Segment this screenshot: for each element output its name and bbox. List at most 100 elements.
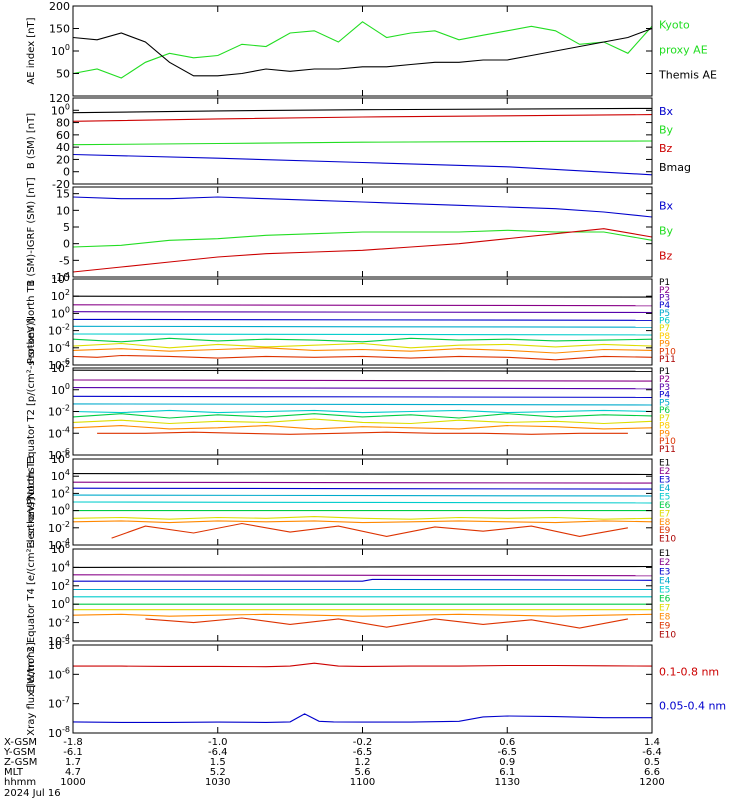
- legend-item: Bmag: [659, 161, 691, 174]
- legend-item: P2: [659, 375, 670, 385]
- legend-item: E6: [659, 501, 671, 511]
- legend-item: E10: [659, 630, 676, 640]
- legend-item: Themis AE: [658, 69, 717, 82]
- legend-item: E9: [659, 621, 671, 631]
- legend-item: E5: [659, 585, 670, 595]
- tick-base: 10: [51, 362, 65, 375]
- legend-item: P1: [659, 367, 670, 377]
- series-e1: [72, 473, 653, 476]
- y-tick-label: 10-4: [48, 537, 70, 552]
- legend-item: E2: [659, 558, 670, 568]
- series-p7: [72, 337, 653, 343]
- panel-1: 50 100 150 200 AE index [nT] Kyoto proxy AE The…: [26, 0, 717, 97]
- tick-exponent: -2: [62, 323, 70, 332]
- tick-exponent: 0: [65, 596, 70, 605]
- series-e9: [145, 617, 629, 629]
- tick-exponent: 0: [65, 382, 70, 391]
- legend-item: P8: [659, 422, 670, 432]
- series-e2: [72, 481, 653, 484]
- legend-item: P7: [659, 414, 670, 424]
- y-tick-label: 100: [51, 382, 70, 397]
- legend-item: proxy AE: [659, 44, 708, 57]
- tick-exponent: -8: [62, 725, 70, 734]
- legend-item: E1: [659, 459, 670, 469]
- series-bx: [72, 153, 653, 176]
- y-tick-label: 0: [63, 238, 70, 251]
- series-bx: [72, 196, 653, 218]
- series-p5: [72, 325, 653, 328]
- y-tick-label: 102: [51, 360, 70, 375]
- y-tick-label: 10-7: [48, 696, 70, 711]
- y-tick-label: 100: [51, 43, 70, 58]
- series-bmag: [72, 107, 653, 114]
- legend-item: E7: [659, 603, 670, 613]
- x-tick-label: 0.6: [499, 737, 515, 748]
- legend-item: P4: [659, 391, 670, 401]
- series-p7: [72, 413, 653, 419]
- y-tick-label: 100: [51, 503, 70, 518]
- series-by: [72, 229, 653, 248]
- tick-exponent: 4: [65, 271, 70, 280]
- series-p3: [72, 311, 653, 314]
- y-tick-label: 10-6: [48, 447, 70, 462]
- x-tick-label: 1000: [60, 777, 85, 788]
- x-tick-label: -6.4: [208, 747, 228, 758]
- tick-base: 10: [51, 307, 65, 320]
- x-row-label: Z-GSM: [4, 757, 37, 768]
- y-tick-label: 80: [56, 117, 70, 130]
- series-e5: [72, 501, 653, 504]
- x-tick-label: 5.6: [355, 767, 371, 778]
- legend-item: E6: [659, 594, 671, 604]
- y-tick-label: 60: [56, 129, 70, 142]
- x-row-label: X-GSM: [4, 737, 37, 748]
- y-tick-label: 100: [51, 305, 70, 320]
- y-tick-label: 10-4: [48, 633, 70, 648]
- legend-item: E2: [659, 467, 670, 477]
- legend-item: E7: [659, 509, 670, 519]
- legend-item: E8: [659, 518, 671, 528]
- x-tick-label: -1.0: [208, 737, 228, 748]
- x-row-label: Y-GSM: [3, 747, 36, 758]
- legend-item: E4: [659, 484, 671, 494]
- x-tick-label: 1.7: [65, 757, 81, 768]
- legend-item: P9: [659, 429, 670, 439]
- x-tick-label: -6.1: [63, 747, 83, 758]
- y-tick-label: -10: [52, 271, 70, 284]
- tick-base: 10: [48, 359, 62, 372]
- y-tick-label: 10-2: [48, 520, 70, 535]
- legend-item: P5: [659, 398, 670, 408]
- y-tick-label: 120: [49, 92, 70, 105]
- legend-item: E10: [659, 535, 676, 545]
- y-tick-label: 102: [51, 288, 70, 303]
- y-tick-label: 10-2: [48, 615, 70, 630]
- tick-exponent: 2: [65, 485, 70, 494]
- legend-item: P9: [659, 340, 670, 350]
- tick-exponent: -6: [62, 357, 70, 366]
- series-e2: [72, 574, 653, 577]
- y-tick-label: 40: [56, 141, 70, 154]
- tick-base: 10: [48, 698, 62, 711]
- tick-base: 10: [48, 727, 62, 740]
- y-tick-label: 106: [51, 451, 70, 466]
- y-tick-label: 15: [56, 188, 70, 201]
- legend-item: P3: [659, 294, 670, 304]
- tick-exponent: -4: [62, 425, 70, 434]
- series-p1: [72, 295, 653, 298]
- tick-exponent: -2: [62, 404, 70, 413]
- x-axis-table: X-GSM -1.8 -1.0 -0.2 0.6 1.4 Y-GSM -6.1 -6.4 -6.5…: [3, 737, 665, 799]
- y-tick-label: 10: [56, 204, 70, 217]
- tick-exponent: 0: [65, 305, 70, 314]
- tick-exponent: 6: [65, 541, 70, 550]
- tick-base: 10: [51, 580, 65, 593]
- y-tick-label: 50: [56, 68, 70, 81]
- y-tick-label: 104: [51, 468, 70, 483]
- series-e8: [72, 520, 653, 524]
- legend-item: P6: [659, 406, 670, 416]
- series-themis-ae: [72, 27, 653, 77]
- tick-exponent: 4: [65, 559, 70, 568]
- tick-exponent: -6: [62, 447, 70, 456]
- y-tick-label: 10-8: [48, 725, 70, 740]
- tick-base: 10: [51, 470, 65, 483]
- series-kyoto-proxy-ae: [72, 21, 653, 79]
